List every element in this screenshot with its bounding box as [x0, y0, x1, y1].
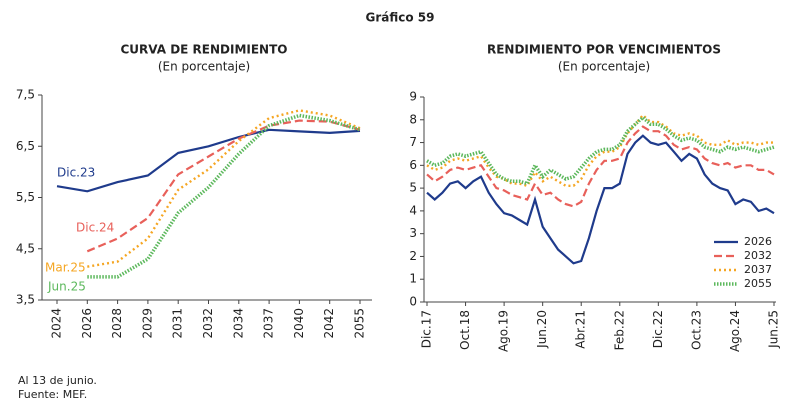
chart-title: RENDIMIENTO POR VENCIMIENTOS [487, 43, 721, 57]
y-tick-label: 1 [409, 272, 417, 286]
y-tick-label: 8 [409, 112, 417, 126]
x-tick-label: Feb.22 [612, 310, 626, 350]
series-line [86, 119, 361, 253]
x-tick-label: 2032 [201, 308, 215, 339]
x-tick-label: 2031 [171, 308, 185, 339]
x-tick-label: Dic.17 [420, 310, 434, 348]
x-tick-label: 2029 [140, 308, 154, 339]
y-tick-label: 7 [409, 135, 417, 149]
x-tick-label: Ago.19 [497, 310, 511, 352]
series-line [87, 109, 361, 268]
x-tick-label: 2026 [80, 308, 94, 339]
series-line [56, 128, 361, 193]
series-line [87, 113, 361, 279]
note: Al 13 de junio. [18, 374, 97, 387]
y-tick-label: 4 [409, 203, 417, 217]
x-tick-label: Jun.25 [767, 310, 781, 349]
x-tick-label: Oct.23 [689, 310, 703, 350]
y-tick-label: 5 [409, 181, 417, 195]
chart-subtitle: (En porcentaje) [558, 60, 650, 74]
x-tick-label: Abr.21 [574, 310, 588, 349]
series-label: Mar.25 [45, 261, 86, 275]
y-tick-label: 6,5 [16, 139, 35, 153]
y-tick-label: 6 [409, 158, 417, 172]
legend-label: 2055 [744, 277, 772, 290]
y-tick-label: 3 [409, 226, 417, 240]
legend-label: 2037 [744, 263, 772, 276]
chart-subtitle: (En porcentaje) [158, 60, 250, 74]
x-tick-label: Oct.18 [458, 310, 472, 350]
x-tick-label: Dic.22 [651, 310, 665, 348]
series-line [426, 134, 775, 265]
series-line [426, 115, 775, 186]
x-tick-label: 2040 [292, 308, 306, 339]
legend-label: 2032 [744, 249, 772, 262]
x-tick-label: Jun.20 [535, 310, 549, 349]
y-tick-label: 0 [409, 295, 417, 309]
series-line [426, 113, 774, 188]
y-tick-label: 7,5 [16, 88, 35, 102]
legend-label: 2026 [744, 235, 772, 248]
x-tick-label: 2028 [110, 308, 124, 339]
figure-title: Gráfico 59 [366, 11, 435, 25]
series-line [426, 125, 775, 208]
x-tick-label: 2042 [322, 308, 336, 339]
x-tick-label: 2055 [353, 308, 367, 339]
y-tick-label: 4,5 [16, 241, 35, 255]
y-tick-label: 2 [409, 249, 417, 263]
note: Fuente: MEF. [18, 388, 87, 401]
y-tick-label: 3,5 [16, 293, 35, 307]
series-label: Jun.25 [47, 280, 86, 294]
y-tick-label: 5,5 [16, 190, 35, 204]
series-label: Dic.23 [57, 166, 95, 180]
x-tick-label: 2034 [231, 308, 245, 339]
chart-title: CURVA DE RENDIMIENTO [120, 43, 287, 57]
x-tick-label: 2024 [50, 308, 64, 339]
x-tick-label: Ago.24 [728, 310, 742, 352]
series-label: Dic.24 [76, 221, 114, 235]
y-tick-label: 9 [409, 90, 417, 104]
x-tick-label: 2037 [262, 308, 276, 339]
